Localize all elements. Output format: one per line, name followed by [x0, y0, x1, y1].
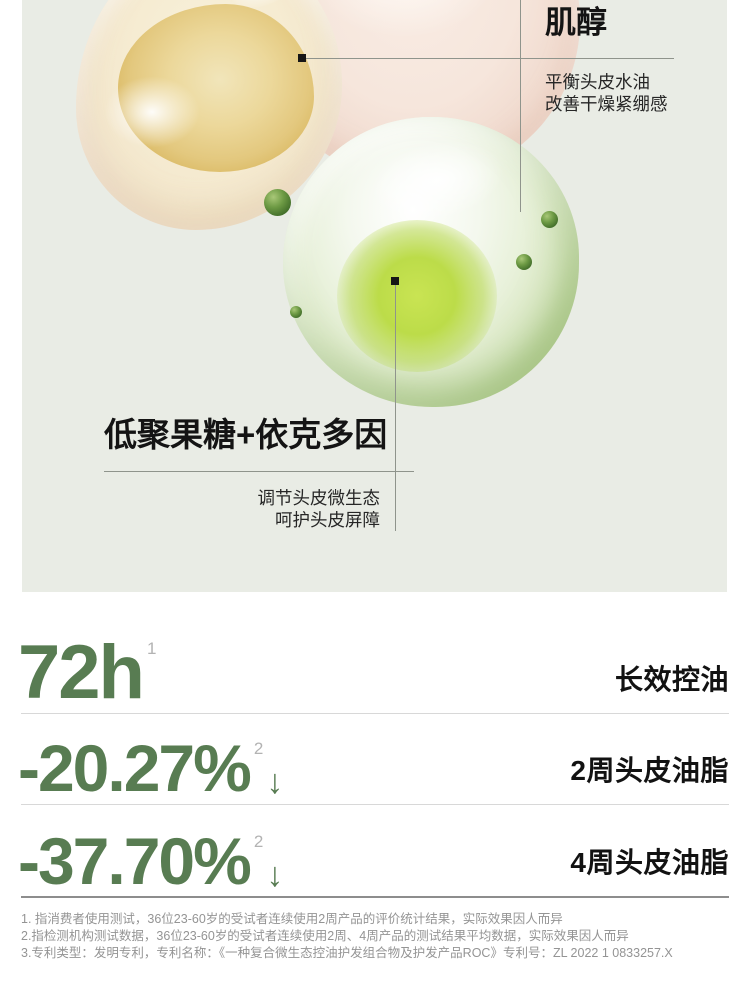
stat-value: 72h 1	[18, 630, 159, 716]
microbiome-bubble-green	[283, 117, 579, 407]
ingredient-desc-inositol: 平衡头皮水油 改善干燥紧绷感	[545, 72, 668, 115]
stat-value: -37.70% 2 ↓	[18, 824, 284, 899]
footnote-line: 1. 指消费者使用测试，36位23-60岁的受试者连续使用2周产品的评价统计结果…	[21, 912, 563, 926]
stat-label: 4周头皮油脂	[570, 847, 729, 878]
bubble-green-highlight	[364, 130, 510, 232]
desc-line: 改善干燥紧绷感	[545, 93, 668, 114]
bubble-green-core	[337, 220, 497, 372]
green-bead	[264, 189, 291, 216]
droplet-highlight	[220, 0, 302, 16]
stat-row-4week: -37.70% 2 ↓ 4周头皮油脂	[18, 805, 729, 899]
desc-line: 呵护头皮屏障	[275, 509, 380, 530]
callout-hline-prebiotic	[104, 471, 414, 472]
footnote-line: 2.指检测机构测试数据，36位23-60岁的受试者连续使用2周、4周产品的测试结…	[21, 928, 629, 943]
desc-line: 调节头皮微生态	[257, 488, 381, 508]
stat-label: 2周头皮油脂	[570, 755, 729, 786]
green-bead	[290, 306, 302, 318]
callout-hline-inositol	[303, 58, 674, 59]
down-arrow-icon: ↓	[266, 855, 284, 894]
stat-number: -37.70%	[18, 824, 252, 899]
stat-value: -20.27% 2 ↓	[18, 731, 284, 806]
ingredient-title-prebiotic: 低聚果糖+依克多因	[104, 416, 388, 453]
green-bead	[516, 254, 532, 270]
stat-footnote-ref: 1	[146, 639, 157, 659]
footnotes: 1. 指消费者使用测试，36位23-60岁的受试者连续使用2周产品的评价统计结果…	[21, 911, 731, 961]
stat-label: 长效控油	[614, 664, 729, 695]
divider	[21, 896, 729, 898]
desc-line: 平衡头皮水油	[545, 72, 650, 92]
divider	[21, 713, 729, 714]
callout-vline-prebiotic	[395, 285, 396, 531]
callout-marker-prebiotic	[391, 277, 399, 285]
ingredient-panel: 肌醇 平衡头皮水油 改善干燥紧绷感 低聚果糖+依克多因 调节头皮微生态 呵护头皮…	[22, 0, 727, 592]
ingredient-title-inositol: 肌醇	[545, 5, 607, 40]
callout-vline-inositol	[520, 0, 521, 212]
divider	[21, 804, 729, 805]
stat-number: 72h	[18, 630, 145, 716]
stat-row-2week: -20.27% 2 ↓ 2周头皮油脂	[18, 714, 729, 806]
stat-number: -20.27%	[18, 731, 252, 806]
stat-row-oil-control: 72h 1 长效控油	[18, 628, 729, 716]
footnote-line: 3.专利类型：发明专利，专利名称：《一种复合微生态控油护发组合物及护发产品ROC…	[21, 945, 673, 960]
down-arrow-icon: ↓	[266, 762, 284, 801]
ingredient-desc-prebiotic: 调节头皮微生态 呵护头皮屏障	[104, 488, 381, 531]
stat-footnote-ref: 2	[253, 832, 264, 852]
callout-marker-inositol	[298, 54, 306, 62]
stat-footnote-ref: 2	[253, 739, 264, 759]
green-bead	[541, 211, 558, 228]
